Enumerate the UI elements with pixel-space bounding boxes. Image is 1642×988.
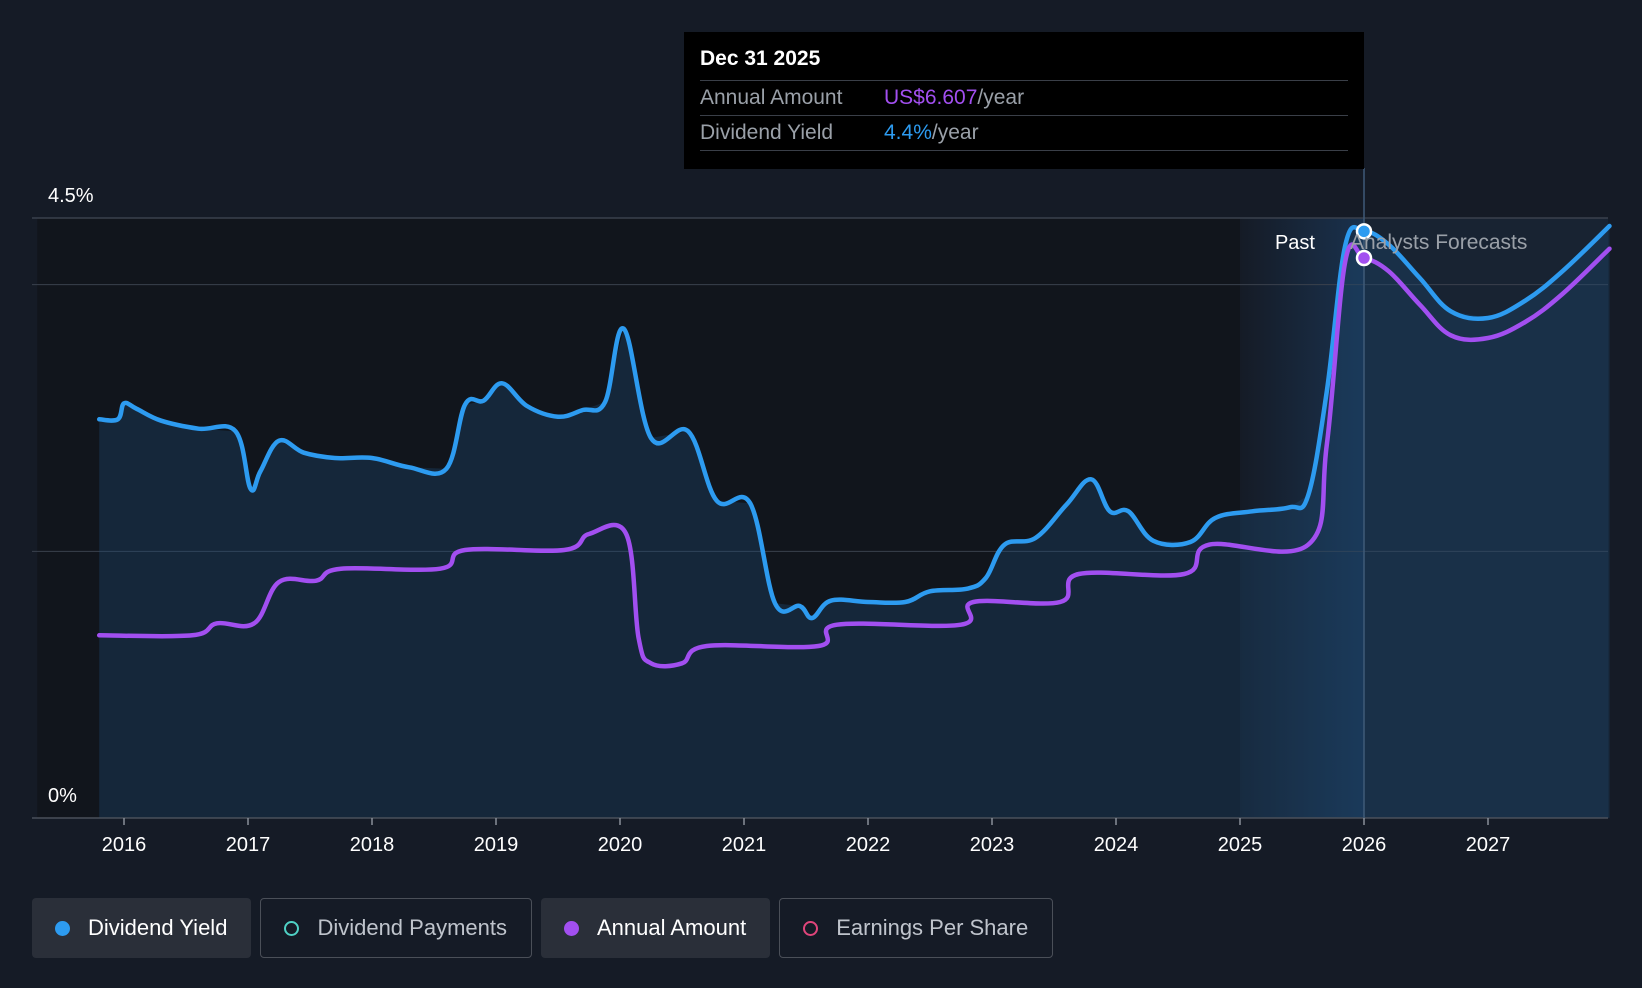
x-tick-label: 2017: [226, 834, 271, 856]
dividend-yield-point: [1355, 223, 1373, 240]
series-lines: [96, 223, 1612, 669]
y-label-bottom: 0%: [48, 785, 77, 807]
gridlines: [32, 217, 1608, 552]
legend-label: Dividend Yield: [88, 915, 228, 940]
annual-amount-point: [1355, 249, 1373, 267]
past-highlight: [1240, 218, 1364, 818]
legend-label: Dividend Payments: [317, 915, 507, 940]
x-tick-label: 2016: [102, 834, 147, 856]
series-areas: [99, 226, 1610, 818]
dividend-yield-area: [99, 226, 1610, 818]
legend-label: Earnings Per Share: [836, 915, 1029, 940]
x-tick-label: 2024: [1094, 834, 1139, 856]
legend-earnings-per-share[interactable]: Earnings Per Share: [779, 898, 1054, 958]
x-tick-label: 2019: [474, 834, 519, 856]
tooltip-amount-unit: /year: [977, 86, 1025, 109]
annual-amount-dot-icon: [563, 920, 579, 936]
x-axis: 2016 2017 2018 2019 2020 2021 2022 2023 2024 2025…: [32, 817, 1608, 856]
x-tick-label: 2022: [846, 834, 891, 856]
x-tick-label: 2023: [970, 834, 1015, 856]
x-tick-label: 2021: [722, 834, 767, 856]
x-tick-label: 2026: [1342, 834, 1387, 856]
dividend-yield-dot-icon: [55, 920, 70, 936]
tooltip-yield-label: Dividend Yield: [700, 121, 834, 144]
tooltip: Dec 31 2025 Annual Amount US$6.607 /year…: [684, 32, 1364, 169]
legend-annual-amount[interactable]: Annual Amount: [540, 898, 771, 958]
legend-dividend-yield[interactable]: Dividend Yield: [32, 898, 252, 958]
legend-dividend-payments[interactable]: Dividend Payments: [260, 898, 532, 958]
tooltip-date: Dec 31 2025: [700, 46, 1348, 81]
hover-cursor: [1355, 168, 1373, 818]
tooltip-row-amount: Annual Amount US$6.607 /year: [700, 81, 1348, 116]
tooltip-row-yield: Dividend Yield 4.4% /year: [700, 116, 1348, 151]
tooltip-yield-value: 4.4%: [884, 121, 932, 144]
legend: Dividend Yield Dividend Payments Annual …: [32, 898, 1062, 960]
tooltip-amount-value: US$6.607: [884, 86, 978, 109]
past-background: [37, 218, 1241, 818]
tooltip-yield-unit: /year: [931, 121, 979, 144]
tooltip-amount-label: Annual Amount: [700, 86, 843, 109]
legend-label: Annual Amount: [596, 915, 747, 940]
x-tick-label: 2027: [1466, 834, 1511, 856]
past-marker: Past: [1275, 232, 1315, 254]
forecast-marker: Analysts Forecasts: [1350, 231, 1527, 254]
annual-amount-line: [96, 242, 1612, 669]
x-tick-label: 2025: [1218, 834, 1263, 856]
x-tick-label: 2020: [598, 834, 643, 856]
earnings-per-share-ring-icon: [803, 920, 819, 936]
past-region: [37, 218, 1608, 818]
dividend-yield-line: [96, 223, 1612, 621]
y-label-top: 4.5%: [48, 185, 94, 207]
dividend-payments-ring-icon: [284, 920, 300, 936]
x-tick-label: 2018: [350, 834, 395, 856]
